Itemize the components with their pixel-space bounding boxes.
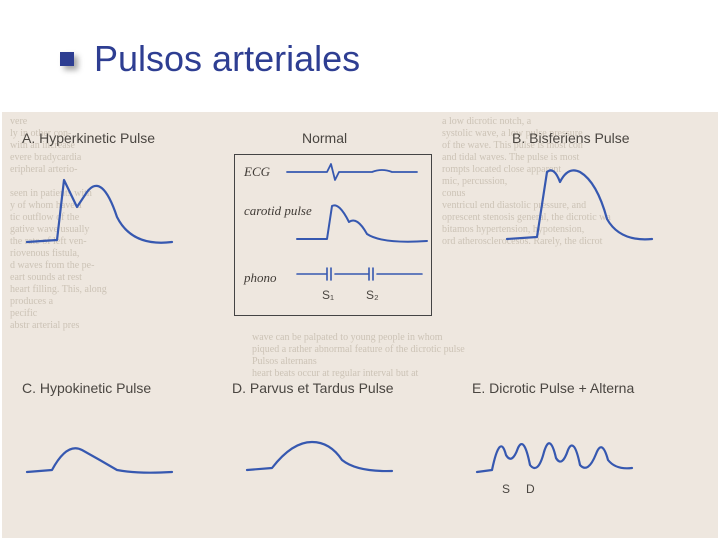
title-row: Pulsos arteriales [0, 0, 720, 88]
pulse-path-a [27, 180, 172, 243]
slide: Pulsos arteriales vere ly in other con- … [0, 0, 720, 540]
waveform-parvus-tardus [242, 412, 402, 512]
label-panel-d: D. Parvus et Tardus Pulse [232, 380, 394, 396]
waveform-ecg [287, 162, 422, 187]
waveform-carotid [297, 194, 432, 254]
pulse-path-c [27, 448, 172, 472]
waveform-phono [297, 268, 432, 288]
waveform-hyperkinetic [22, 162, 182, 282]
ecg-path [287, 164, 417, 180]
slide-title: Pulsos arteriales [94, 38, 360, 80]
mark-s1: S₁ [322, 288, 334, 302]
label-panel-e: E. Dicrotic Pulse + Alterna [472, 380, 634, 396]
waveform-bisferiens [502, 154, 672, 274]
pulse-path-d [247, 442, 392, 471]
bg-text: wave can be palpated to young people in … [252, 332, 465, 380]
bullet-icon [60, 52, 74, 66]
figure-area: vere ly in other con- with an increase e… [2, 112, 718, 538]
label-panel-b: B. Bisferiens Pulse [512, 130, 630, 146]
pulse-path-e [477, 443, 632, 472]
key-label-ecg: ECG [244, 164, 270, 180]
label-panel-c: C. Hypokinetic Pulse [22, 380, 151, 396]
label-panel-normal: Normal [302, 130, 347, 146]
pulse-path-b [507, 170, 652, 239]
phono-path [297, 268, 422, 280]
waveform-hypokinetic [22, 412, 182, 512]
mark-s2: S₂ [366, 288, 379, 302]
key-label-phono: phono [244, 270, 277, 286]
label-panel-a: A. Hyperkinetic Pulse [22, 130, 155, 146]
mark-e-d: D [526, 482, 535, 496]
carotid-path [297, 205, 427, 241]
mark-e-s: S [502, 482, 510, 496]
